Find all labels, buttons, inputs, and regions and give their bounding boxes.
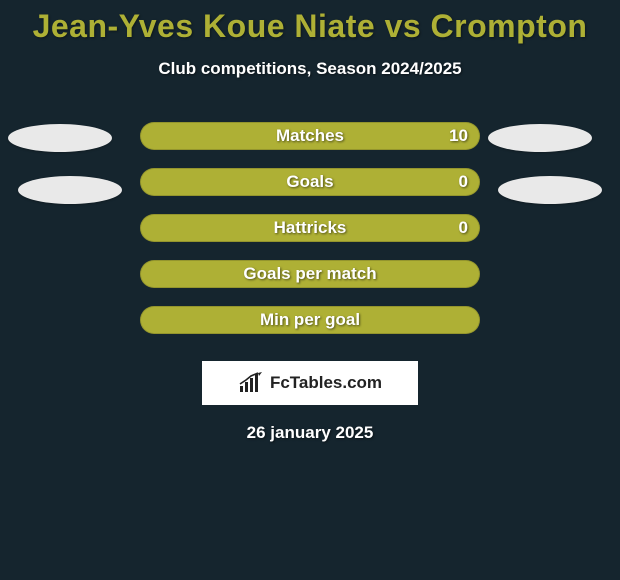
stat-value: 0 xyxy=(459,172,468,192)
stat-label: Goals xyxy=(286,172,333,192)
subtitle: Club competitions, Season 2024/2025 xyxy=(0,59,620,79)
stat-row: Goals per match xyxy=(0,251,620,297)
decorative-ellipse xyxy=(18,176,122,204)
stat-value: 0 xyxy=(459,218,468,238)
decorative-ellipse xyxy=(498,176,602,204)
stat-label: Hattricks xyxy=(274,218,347,238)
stat-value: 10 xyxy=(449,126,468,146)
page-title: Jean-Yves Koue Niate vs Crompton xyxy=(0,0,620,45)
page: Jean-Yves Koue Niate vs Crompton Club co… xyxy=(0,0,620,580)
stat-bar: Matches 10 xyxy=(140,122,480,150)
stat-label: Min per goal xyxy=(260,310,360,330)
stat-label: Matches xyxy=(276,126,344,146)
stat-label: Goals per match xyxy=(243,264,376,284)
stat-bar: Hattricks 0 xyxy=(140,214,480,242)
stat-bar: Goals per match xyxy=(140,260,480,288)
stat-row: Min per goal xyxy=(0,297,620,343)
stat-bar: Goals 0 xyxy=(140,168,480,196)
logo-text: FcTables.com xyxy=(270,373,382,393)
stat-bar: Min per goal xyxy=(140,306,480,334)
decorative-ellipse xyxy=(488,124,592,152)
stat-row: Hattricks 0 xyxy=(0,205,620,251)
chart-icon xyxy=(238,372,264,394)
date-text: 26 january 2025 xyxy=(0,423,620,443)
decorative-ellipse xyxy=(8,124,112,152)
logo-box: FcTables.com xyxy=(202,361,418,405)
